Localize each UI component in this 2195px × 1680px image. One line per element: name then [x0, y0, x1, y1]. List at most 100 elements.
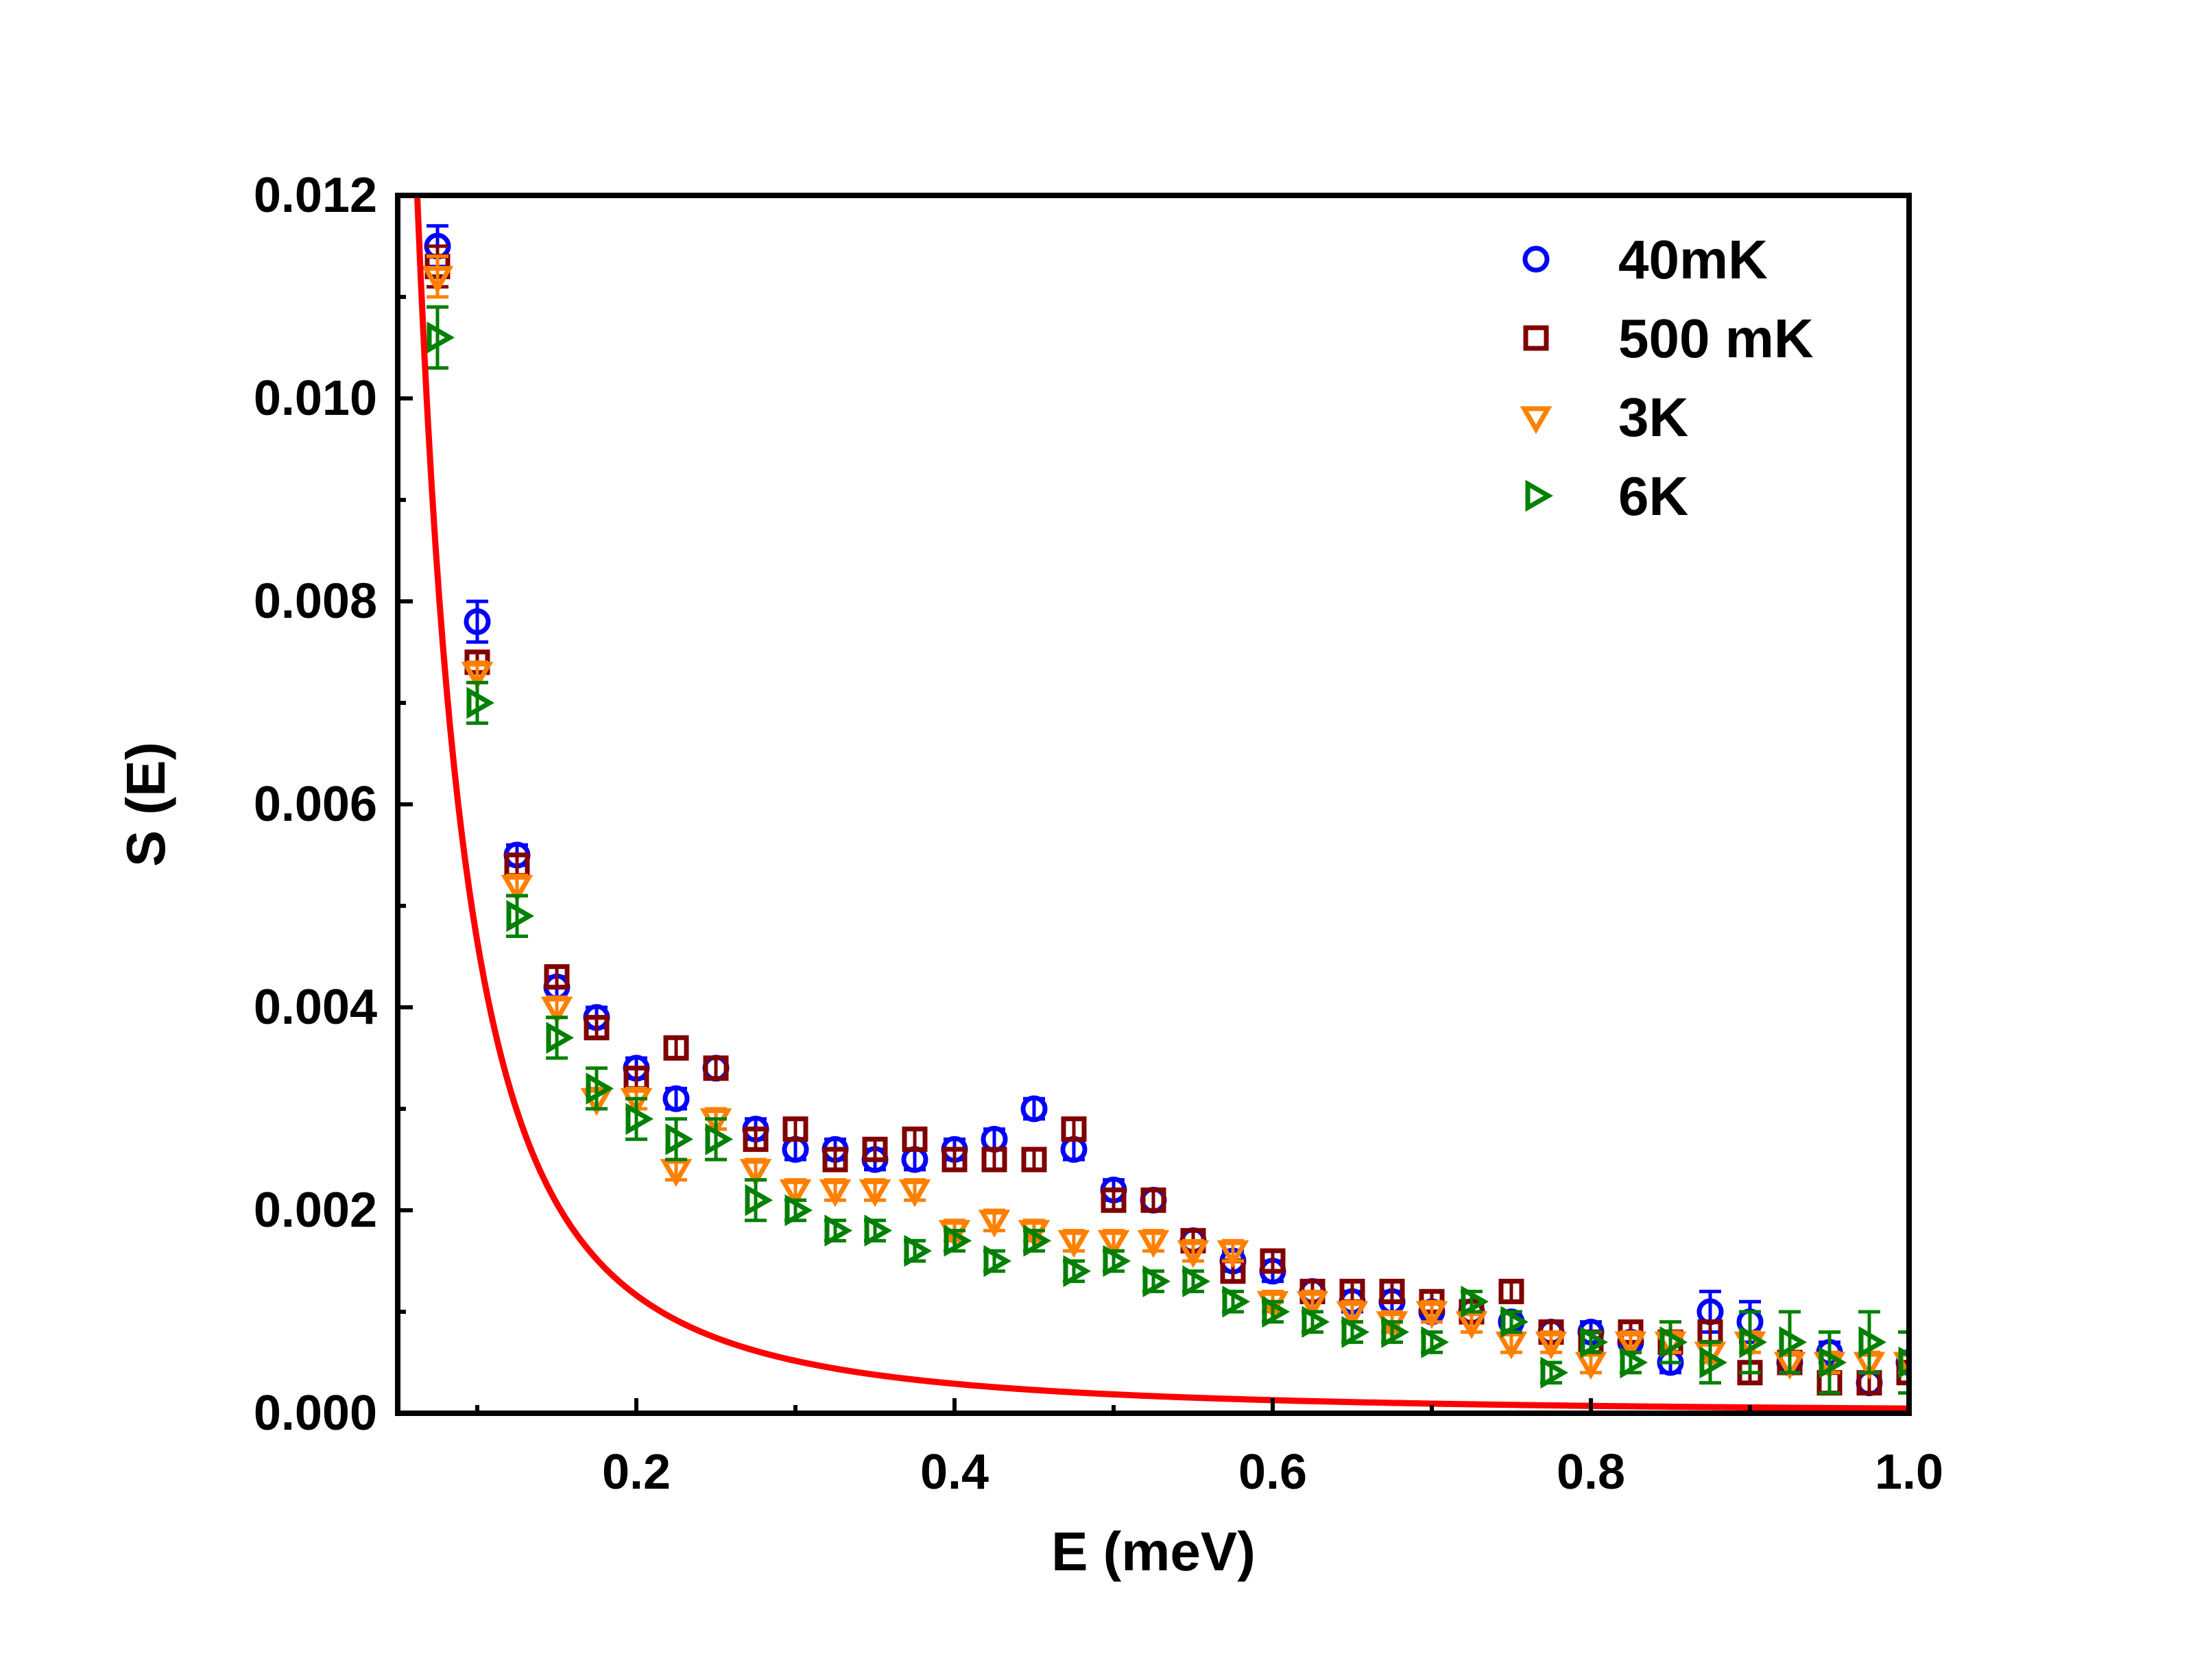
- legend-marker: [1523, 325, 1549, 351]
- data-point: [665, 1123, 694, 1155]
- data-point: [782, 1116, 808, 1142]
- data-point: [625, 1103, 654, 1136]
- x-tick-label: 1.0: [1875, 1445, 1943, 1500]
- data-point: [1779, 1326, 1808, 1358]
- data-point: [1097, 1229, 1130, 1258]
- data-point: [902, 1126, 928, 1152]
- data-point: [1858, 1326, 1887, 1358]
- data-point: [941, 1147, 968, 1173]
- data-point: [427, 321, 455, 354]
- legend-marker: [1520, 406, 1552, 435]
- data-point: [983, 1245, 1012, 1277]
- data-point: [745, 1184, 773, 1216]
- data-point: [1379, 1278, 1405, 1304]
- data-point: [1574, 1352, 1607, 1380]
- data-point: [1262, 1295, 1291, 1328]
- data-point: [1498, 1278, 1524, 1304]
- data-point: [1739, 1326, 1768, 1358]
- data-point: [944, 1225, 972, 1257]
- data-point: [1023, 1225, 1052, 1257]
- y-tick-label: 0.010: [254, 371, 377, 426]
- data-point: [1580, 1326, 1609, 1358]
- data-point: [660, 1159, 693, 1187]
- data-point: [904, 1234, 933, 1267]
- data-point: [540, 996, 573, 1025]
- data-point: [898, 1179, 931, 1208]
- data-point: [1260, 1248, 1286, 1274]
- data-point: [1455, 1311, 1488, 1339]
- data-point: [1737, 1360, 1763, 1386]
- data-point: [1057, 1229, 1090, 1258]
- data-point: [421, 265, 454, 294]
- y-tick-label: 0.012: [254, 168, 377, 223]
- y-tick-label: 0.006: [254, 777, 377, 832]
- legend-item: 500 mK: [1523, 308, 1814, 369]
- data-point: [779, 1179, 812, 1208]
- legend-label: 40mK: [1618, 229, 1768, 290]
- data-point: [620, 1088, 653, 1116]
- series-6k: [427, 305, 1909, 1395]
- data-point: [1898, 1346, 1909, 1379]
- data-point: [544, 964, 570, 990]
- data-point: [1415, 1301, 1448, 1330]
- x-tick-label: 0.6: [1238, 1445, 1307, 1500]
- data-point: [1296, 1291, 1329, 1319]
- legend-item: 6K: [1525, 466, 1688, 527]
- data-point: [1699, 1346, 1728, 1379]
- fit-layer: [413, 195, 1909, 1412]
- data-point: [1341, 1316, 1370, 1348]
- data-point: [662, 1085, 690, 1112]
- legend-label: 3K: [1618, 387, 1688, 448]
- fit-curve: [413, 195, 1909, 1412]
- data-point: [981, 1147, 1007, 1173]
- data-point: [824, 1214, 853, 1247]
- x-tick-label: 0.4: [920, 1445, 989, 1500]
- data-point: [705, 1123, 734, 1155]
- data-point: [1021, 1147, 1047, 1173]
- data-point: [1500, 1306, 1529, 1339]
- data-point: [586, 1072, 614, 1105]
- y-tick-label: 0.008: [254, 574, 377, 629]
- data-point: [1140, 1187, 1166, 1213]
- data-point: [1302, 1306, 1330, 1339]
- data-point: [1103, 1245, 1131, 1277]
- data-point: [461, 662, 494, 690]
- data-point: [1177, 1240, 1210, 1269]
- y-axis-label: S (E): [115, 742, 176, 867]
- data-point: [699, 1108, 732, 1136]
- data-point: [1381, 1316, 1410, 1348]
- data-point: [819, 1179, 852, 1208]
- series-3k: [421, 254, 1909, 1380]
- data-point: [864, 1214, 893, 1247]
- data-point: [1819, 1346, 1847, 1379]
- data-point: [1020, 1095, 1048, 1123]
- data-point: [822, 1147, 848, 1173]
- data-point: [1137, 1229, 1170, 1258]
- legend-item: 3K: [1520, 387, 1688, 448]
- data-point: [784, 1194, 813, 1227]
- data-point: [546, 1022, 575, 1054]
- data-point: [584, 1015, 610, 1041]
- data-point: [1101, 1187, 1127, 1213]
- data-point: [466, 686, 495, 719]
- x-tick-label: 0.2: [602, 1445, 671, 1500]
- legend-label: 500 mK: [1618, 308, 1814, 369]
- legend-marker: [1522, 245, 1550, 273]
- data-point: [1659, 1326, 1688, 1358]
- data-point: [859, 1179, 891, 1208]
- legend-label: 6K: [1618, 466, 1688, 527]
- data-point: [739, 1159, 772, 1187]
- data-point: [1061, 1116, 1087, 1142]
- data-point: [978, 1210, 1011, 1238]
- data-point: [1142, 1265, 1171, 1297]
- data-point: [1535, 1331, 1568, 1360]
- data-point: [1495, 1331, 1528, 1360]
- data-point: [703, 1055, 729, 1081]
- data-point: [1620, 1346, 1648, 1379]
- data-point: [1461, 1285, 1489, 1318]
- data-point: [1222, 1285, 1251, 1318]
- data-point: [743, 1126, 769, 1152]
- data-point: [464, 608, 491, 636]
- y-tick-label: 0.002: [254, 1183, 377, 1238]
- data-point: [862, 1136, 888, 1162]
